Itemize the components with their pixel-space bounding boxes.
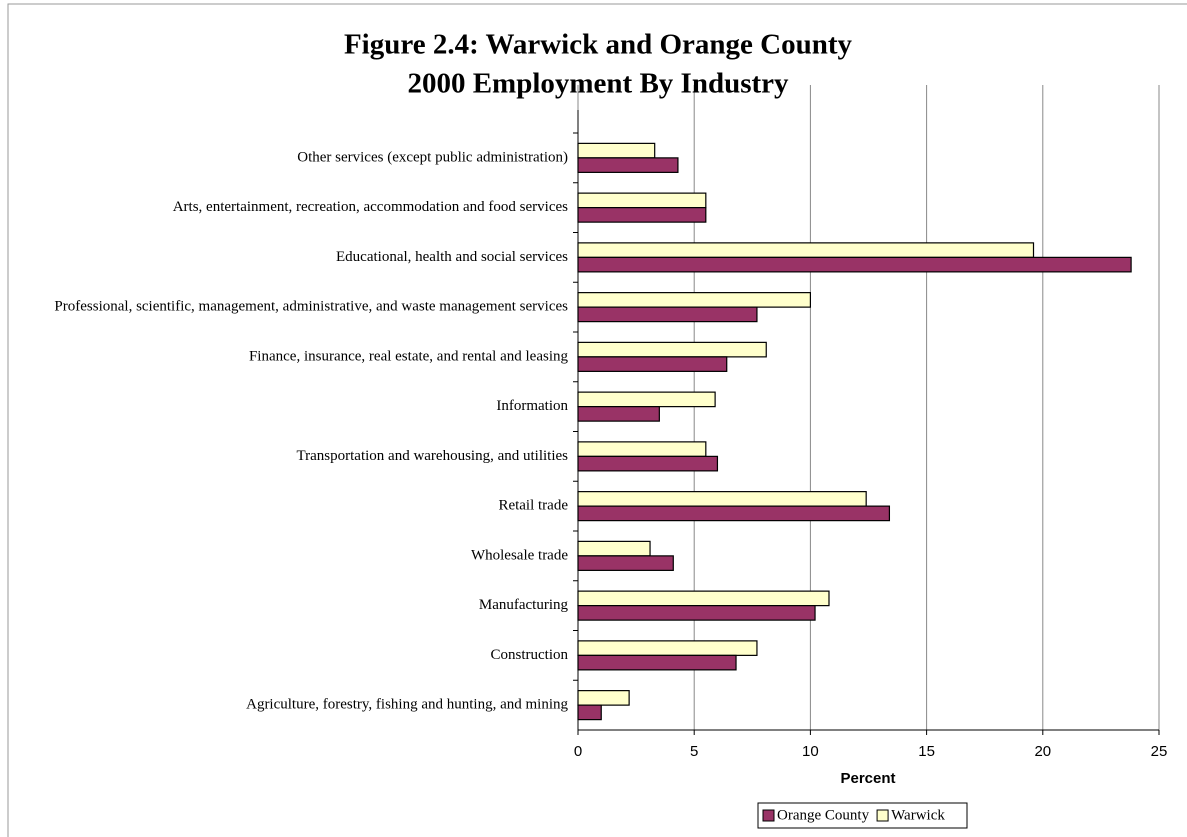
bar bbox=[577, 256, 1132, 273]
x-tick-label: 25 bbox=[1151, 743, 1168, 760]
y-tick-label: Retail trade bbox=[498, 498, 568, 514]
y-tick-label: Arts, entertainment, recreation, accommo… bbox=[173, 199, 568, 215]
y-tick-label: Other services (except public administra… bbox=[297, 149, 568, 165]
y-tick-label: Construction bbox=[491, 647, 569, 663]
bar bbox=[577, 341, 767, 358]
bar bbox=[577, 306, 758, 323]
title-backdrop bbox=[300, 6, 888, 85]
y-tick-label: Educational, health and social services bbox=[336, 249, 568, 265]
bar bbox=[577, 590, 830, 607]
y-tick-label: Information bbox=[496, 398, 568, 414]
bar bbox=[577, 704, 602, 721]
bar bbox=[577, 441, 707, 457]
frame bbox=[7, 3, 1187, 837]
bar bbox=[577, 654, 737, 671]
y-tick-label: Professional, scientific, management, ad… bbox=[54, 299, 568, 315]
x-tick-label: 0 bbox=[574, 743, 582, 760]
chart-title: Figure 2.4: Warwick and Orange County bbox=[344, 29, 853, 61]
bar bbox=[577, 242, 1035, 258]
y-tick-label: Wholesale trade bbox=[471, 547, 568, 563]
bar bbox=[577, 142, 656, 159]
legend-label: Orange County bbox=[777, 807, 870, 823]
bar bbox=[577, 505, 891, 522]
x-axis-label: Percent bbox=[840, 770, 895, 787]
legend bbox=[757, 802, 968, 829]
bar bbox=[577, 605, 816, 621]
y-tick-label: Agriculture, forestry, fishing and hunti… bbox=[246, 697, 568, 713]
bar bbox=[577, 555, 674, 571]
bar bbox=[577, 491, 867, 507]
chart-subtitle: 2000 Employment By Industry bbox=[407, 68, 789, 100]
legend-swatch bbox=[876, 809, 889, 822]
plot-area: 0 5 10 15 20 25 Other services (except public … bbox=[54, 85, 1167, 760]
y-tick-label: Manufacturing bbox=[479, 597, 569, 613]
x-tick-label: 5 bbox=[690, 743, 698, 760]
x-tick-label: 15 bbox=[918, 743, 935, 760]
bar bbox=[577, 455, 719, 472]
bar bbox=[577, 292, 811, 308]
x-tick-label: 20 bbox=[1034, 743, 1051, 760]
bar bbox=[577, 391, 716, 408]
bar bbox=[577, 207, 707, 223]
legend-label: Warwick bbox=[891, 807, 945, 823]
y-tick-label: Transportation and warehousing, and util… bbox=[297, 448, 569, 464]
bar bbox=[577, 192, 707, 209]
bar bbox=[577, 690, 630, 706]
bar bbox=[577, 356, 728, 372]
bar bbox=[577, 406, 660, 422]
x-tick-label: 10 bbox=[802, 743, 819, 760]
y-tick-label: Finance, insurance, real estate, and ren… bbox=[249, 348, 569, 364]
bar bbox=[577, 540, 651, 557]
bar bbox=[577, 640, 758, 656]
legend-swatch bbox=[762, 809, 775, 822]
bar bbox=[577, 157, 679, 173]
